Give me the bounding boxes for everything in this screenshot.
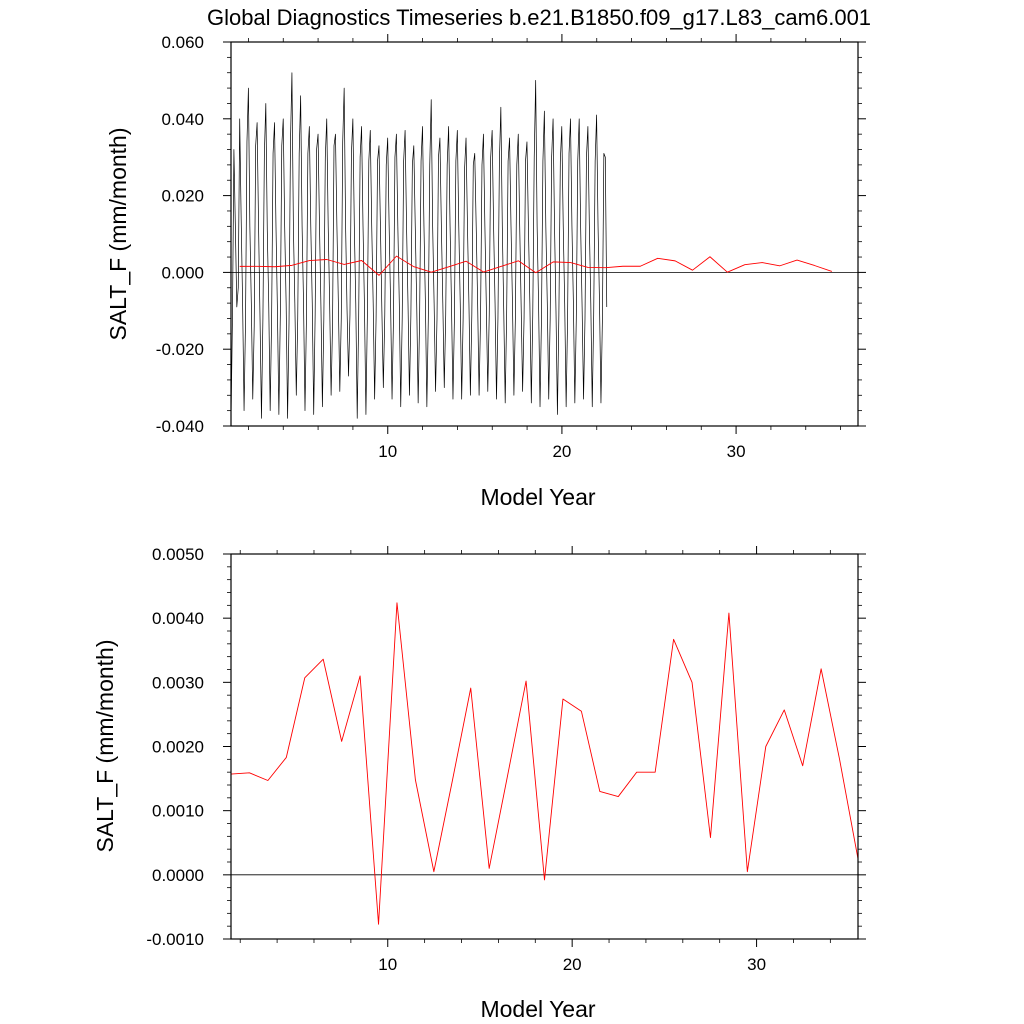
bottom-x-tick-label: 10 — [378, 955, 397, 974]
top-panel-series-layer — [230, 72, 833, 423]
top-y-tick-label: 0.040 — [161, 110, 204, 129]
bottom-y-tick-label: 0.0000 — [152, 866, 204, 885]
bottom-y-tick-label: 0.0050 — [152, 545, 204, 564]
top-series-annual-line — [239, 255, 833, 276]
top-y-tick-label: 0.000 — [161, 263, 204, 282]
top-x-tick-label: 10 — [378, 442, 397, 461]
bottom-y-tick-label: 0.0030 — [152, 673, 204, 692]
top-y-tick-label: 0.020 — [161, 187, 204, 206]
bottom-y-tick-label: 0.0020 — [152, 738, 204, 757]
top-y-axis-label: SALT_F (mm/month) — [105, 128, 131, 341]
bottom-panel-axis-layer: -0.0010 0.0000 0.0010 0.0020 0.0030 0.0040 0.0… — [146, 545, 866, 974]
bottom-series-annual-line — [230, 602, 859, 925]
top-y-tick-label: -0.040 — [156, 417, 204, 436]
figure-title: Global Diagnostics Timeseries b.e21.B185… — [207, 5, 871, 30]
bottom-y-tick-label: 0.0040 — [152, 609, 204, 628]
bottom-x-axis-label: Model Year — [480, 996, 595, 1022]
top-panel-axis-layer: -0.040 -0.020 0.000 0.020 0.040 0.060 10 20 30 — [156, 33, 866, 461]
bottom-y-tick-label: -0.0010 — [146, 930, 204, 949]
top-series-monthly-line — [230, 72, 608, 423]
bottom-panel-series-layer — [230, 602, 859, 925]
top-panel: -0.040 -0.020 0.000 0.020 0.040 0.060 10 20 30 M… — [105, 33, 866, 510]
bottom-y-tick-label: 0.0010 — [152, 802, 204, 821]
top-x-tick-label: 30 — [727, 442, 746, 461]
top-y-tick-label: -0.020 — [156, 340, 204, 359]
top-plot-frame — [230, 41, 859, 427]
top-x-tick-label: 20 — [552, 442, 571, 461]
top-x-axis-label: Model Year — [480, 484, 595, 510]
bottom-x-tick-label: 20 — [563, 955, 582, 974]
bottom-x-tick-label: 30 — [747, 955, 766, 974]
bottom-plot-frame — [230, 553, 859, 940]
bottom-y-axis-label: SALT_F (mm/month) — [92, 640, 118, 853]
bottom-panel: -0.0010 0.0000 0.0010 0.0020 0.0030 0.0040 0.0… — [92, 545, 866, 1022]
top-y-tick-label: 0.060 — [161, 33, 204, 52]
